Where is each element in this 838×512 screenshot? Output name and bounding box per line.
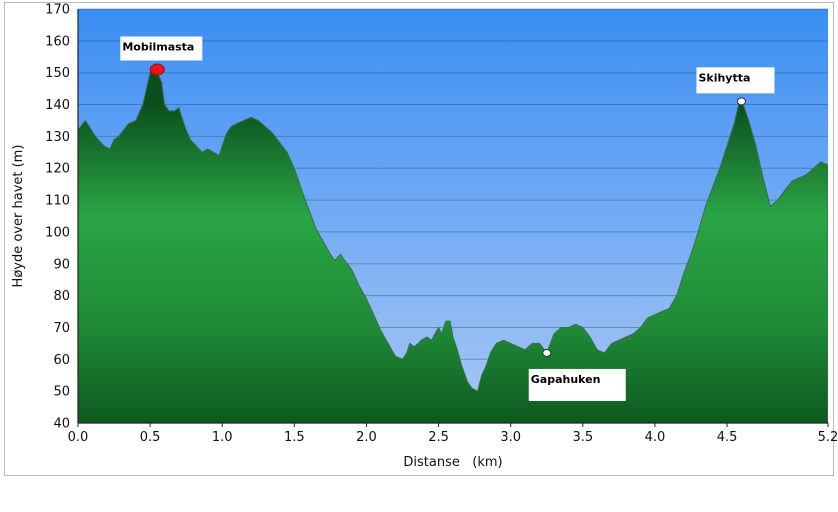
poi-gapahuken: Gapahuken	[528, 348, 626, 401]
x-tick-labels: 0.0 0.5 1.0 1.5 2.0 2.5 3.0 3.5 4.0 4.5 5.2	[68, 423, 838, 445]
poi-marker	[736, 97, 746, 106]
x-tick-label: 4.0	[645, 430, 666, 445]
x-tick-label: 0.5	[140, 430, 161, 445]
x-tick-label: 5.2	[818, 430, 838, 445]
x-axis-title: Distanse (km)	[403, 455, 502, 470]
poi-label: Gapahuken	[531, 373, 601, 386]
x-tick-label: 0.0	[68, 430, 89, 445]
x-tick-label: 2.0	[356, 430, 377, 445]
poi-mobilmasta: Mobilmasta	[120, 36, 203, 76]
y-tick-label: 140	[45, 98, 70, 113]
y-tick-label: 50	[53, 385, 70, 400]
poi-skihytta: Skihytta	[696, 67, 775, 106]
y-tick-label: 80	[53, 289, 70, 304]
y-axis-title: Høyde over havet (m)	[11, 145, 26, 288]
x-tick-label: 1.5	[284, 430, 305, 445]
y-tick-label: 160	[45, 34, 70, 49]
y-tick-label: 130	[45, 130, 70, 145]
poi-label-box	[528, 368, 626, 401]
poi-marker	[542, 348, 552, 357]
poi-label-box	[120, 36, 203, 61]
poi-label-box	[696, 67, 775, 94]
y-tick-label: 110	[45, 194, 70, 209]
poi-label: Skihytta	[698, 71, 750, 84]
y-tick-labels: 40 50 60 70 80 90 100 110 120 130 140 150 160 170	[45, 3, 70, 432]
x-tick-label: 3.0	[500, 430, 521, 445]
y-tick-label: 40	[53, 417, 70, 432]
x-tick-label: 1.0	[212, 430, 233, 445]
y-tick-label: 90	[53, 257, 70, 272]
x-tick-label: 3.5	[572, 430, 593, 445]
x-tick-label: 4.5	[717, 430, 738, 445]
y-tick-label: 150	[45, 66, 70, 81]
poi-label: Mobilmasta	[122, 41, 194, 54]
poi-marker	[149, 63, 165, 76]
y-tick-label: 60	[53, 353, 70, 368]
elevation-area	[78, 68, 828, 423]
x-tick-label: 2.5	[428, 430, 449, 445]
y-tick-label: 170	[45, 3, 70, 18]
y-tick-label: 70	[53, 321, 70, 336]
poi-annotations: Mobilmasta Skihytta Gapahuken	[120, 36, 775, 401]
y-tick-label: 120	[45, 162, 70, 177]
y-tick-label: 100	[45, 225, 70, 240]
